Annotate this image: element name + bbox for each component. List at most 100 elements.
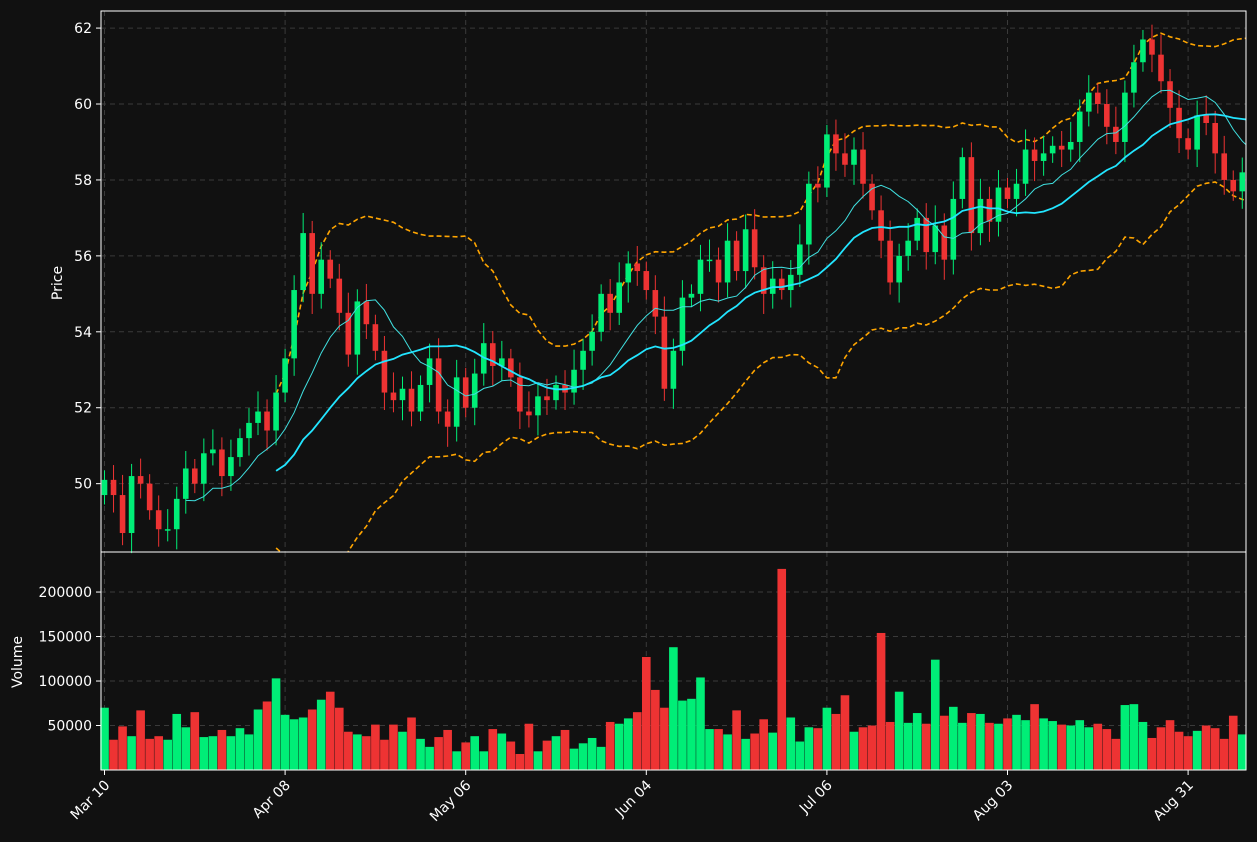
price-tick-label: 52: [74, 401, 92, 417]
volume-bar: [795, 741, 805, 770]
volume-bar: [262, 701, 272, 770]
volume-tick-label: 100000: [39, 674, 92, 690]
volume-axis-title: Volume: [10, 636, 26, 688]
candle: [444, 399, 451, 447]
volume-bar: [1138, 721, 1148, 770]
candle: [164, 509, 171, 542]
candle-body: [769, 278, 776, 294]
candle: [860, 132, 866, 199]
volume-bar: [949, 706, 958, 770]
candle-body: [219, 449, 225, 477]
candle: [1131, 44, 1137, 108]
candle: [598, 284, 604, 342]
volume-tick-label: 200000: [39, 585, 92, 601]
candle: [535, 384, 541, 436]
candle: [408, 371, 415, 427]
candle-body: [273, 392, 279, 431]
volume-bar: [1102, 729, 1112, 770]
candle-body: [246, 422, 252, 439]
candle-body: [959, 157, 966, 199]
candle: [824, 124, 830, 198]
candle: [760, 255, 767, 314]
candle-body: [643, 271, 650, 291]
candle: [1104, 89, 1110, 145]
price-axis-title: Price: [50, 266, 66, 300]
volume-bar: [1174, 731, 1184, 770]
candle: [173, 486, 180, 550]
candle-body: [291, 290, 297, 359]
candle-body: [923, 217, 930, 253]
candle-body: [571, 369, 577, 393]
volume-bar: [325, 691, 335, 770]
candle: [471, 358, 478, 426]
candle: [462, 367, 469, 418]
volume-panel: 50000 100000 150000 200000 Volume: [10, 551, 1247, 771]
candle-body: [905, 240, 911, 256]
candle: [1230, 170, 1237, 201]
candle: [101, 470, 108, 505]
candle: [977, 178, 984, 246]
candle-body: [914, 217, 920, 241]
candle-body: [390, 392, 397, 401]
volume-bar: [1228, 715, 1238, 770]
candle-body: [860, 149, 866, 184]
volume-bar: [786, 717, 796, 770]
candle-body: [1085, 92, 1092, 112]
volume-bar: [858, 727, 868, 770]
candle: [318, 242, 325, 309]
volume-bar: [389, 724, 398, 770]
volume-bar: [1003, 718, 1012, 770]
volume-bar: [407, 717, 416, 770]
candle-body: [995, 187, 1002, 222]
candle-body: [1212, 122, 1218, 154]
candle-body: [417, 384, 424, 412]
candle: [182, 451, 189, 514]
volume-bar: [759, 719, 768, 770]
price-y-axis: 50 52 54 56 58 60 62: [74, 21, 101, 493]
candle-body: [1022, 149, 1029, 184]
volume-bar: [542, 740, 552, 770]
candle: [1113, 106, 1119, 155]
candle-body: [228, 457, 234, 477]
candle-body: [517, 377, 523, 412]
volume-bar: [678, 700, 687, 770]
volume-bar: [976, 713, 985, 770]
volume-bar: [967, 713, 976, 770]
volume-bar: [1165, 720, 1175, 770]
candle-body: [724, 240, 731, 283]
candle: [1095, 83, 1101, 114]
candle: [625, 251, 632, 303]
candle-body: [1203, 115, 1209, 123]
candle-body: [544, 396, 550, 401]
volume-bar: [362, 736, 371, 770]
candle-body: [1185, 138, 1191, 150]
candle: [1040, 135, 1047, 176]
candle: [1149, 24, 1155, 73]
candle: [589, 314, 595, 366]
candle: [851, 137, 857, 185]
volume-bars: [100, 568, 1247, 770]
volume-bar: [118, 726, 127, 770]
volume-bar: [380, 739, 389, 770]
volume-bar: [768, 732, 778, 770]
candle: [155, 495, 162, 547]
volume-bar: [1048, 721, 1057, 770]
candle: [119, 474, 126, 546]
volume-bar: [163, 739, 173, 770]
candle-body: [896, 255, 902, 283]
volume-bar: [939, 715, 949, 770]
volume-bar: [894, 691, 904, 770]
candle-body: [751, 229, 758, 268]
candle: [354, 289, 361, 375]
candle-body: [426, 358, 433, 385]
candle: [255, 391, 261, 436]
volume-bar: [353, 734, 362, 770]
candle-body: [1095, 92, 1101, 105]
volume-bar: [289, 719, 299, 770]
volume-bar: [831, 713, 841, 770]
candle-body: [1004, 187, 1011, 199]
candle-body: [553, 384, 559, 401]
volume-bar: [434, 737, 443, 770]
candle-body: [363, 301, 370, 325]
